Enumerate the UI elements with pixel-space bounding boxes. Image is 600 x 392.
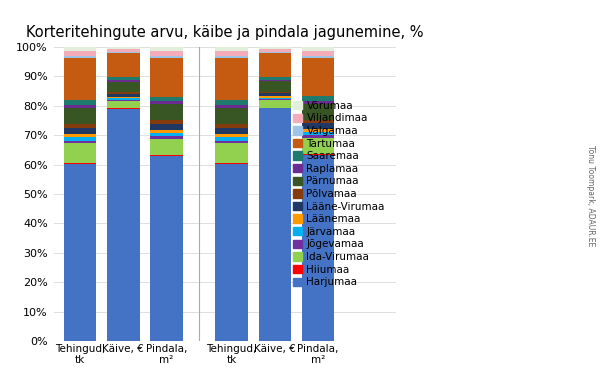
Bar: [302, 101, 334, 104]
Bar: [259, 52, 291, 53]
Bar: [215, 108, 248, 125]
Bar: [64, 47, 96, 51]
Bar: [64, 134, 96, 138]
Bar: [302, 58, 334, 96]
Bar: [107, 98, 139, 100]
Bar: [215, 138, 248, 141]
Legend: Võrumaa, Viljandimaa, Valgamaa, Tartumaa, Saaremaa, Raplamaa, Pärnumaa, Põlvamaa: Võrumaa, Viljandimaa, Valgamaa, Tartumaa…: [293, 101, 385, 287]
Bar: [302, 129, 334, 132]
Bar: [259, 53, 291, 77]
Bar: [151, 56, 183, 58]
Bar: [215, 56, 248, 58]
Bar: [107, 109, 139, 341]
Bar: [107, 52, 139, 53]
Bar: [64, 143, 96, 163]
Bar: [107, 77, 139, 80]
Bar: [259, 108, 291, 109]
Bar: [107, 80, 139, 82]
Bar: [259, 77, 291, 80]
Bar: [259, 98, 291, 99]
Bar: [259, 47, 291, 49]
Bar: [215, 47, 248, 51]
Bar: [259, 80, 291, 81]
Bar: [64, 163, 96, 341]
Bar: [215, 143, 248, 163]
Bar: [302, 123, 334, 129]
Bar: [151, 123, 183, 130]
Bar: [107, 101, 139, 109]
Bar: [259, 100, 291, 108]
Bar: [64, 100, 96, 105]
Bar: [64, 128, 96, 134]
Bar: [151, 133, 183, 136]
Bar: [64, 138, 96, 141]
Bar: [151, 155, 183, 156]
Bar: [302, 132, 334, 136]
Bar: [259, 49, 291, 52]
Bar: [64, 56, 96, 58]
Bar: [151, 47, 183, 51]
Bar: [107, 82, 139, 92]
Bar: [64, 125, 96, 128]
Bar: [151, 136, 183, 139]
Bar: [151, 139, 183, 155]
Title: Korteritehingute arvu, käibe ja pindala jagunemine, %: Korteritehingute arvu, käibe ja pindala …: [26, 25, 424, 40]
Bar: [215, 128, 248, 134]
Bar: [259, 81, 291, 92]
Bar: [107, 100, 139, 101]
Bar: [151, 105, 183, 120]
Bar: [151, 58, 183, 96]
Bar: [215, 125, 248, 128]
Bar: [259, 96, 291, 98]
Bar: [64, 105, 96, 108]
Bar: [64, 108, 96, 125]
Bar: [302, 96, 334, 101]
Bar: [151, 120, 183, 123]
Bar: [259, 93, 291, 96]
Bar: [151, 156, 183, 341]
Bar: [107, 49, 139, 52]
Bar: [215, 141, 248, 143]
Bar: [64, 51, 96, 56]
Bar: [259, 99, 291, 100]
Bar: [302, 136, 334, 138]
Bar: [107, 53, 139, 77]
Bar: [215, 58, 248, 100]
Bar: [107, 94, 139, 97]
Bar: [302, 138, 334, 154]
Bar: [215, 163, 248, 341]
Bar: [215, 100, 248, 105]
Text: Tõnu Toompark, ADAUR.EE: Tõnu Toompark, ADAUR.EE: [587, 145, 595, 247]
Bar: [302, 51, 334, 56]
Bar: [64, 141, 96, 143]
Bar: [151, 96, 183, 101]
Bar: [64, 58, 96, 100]
Bar: [107, 97, 139, 98]
Bar: [151, 101, 183, 105]
Bar: [302, 47, 334, 51]
Bar: [259, 92, 291, 93]
Bar: [107, 92, 139, 94]
Bar: [302, 104, 334, 120]
Bar: [302, 120, 334, 123]
Bar: [215, 105, 248, 108]
Bar: [151, 51, 183, 56]
Bar: [215, 51, 248, 56]
Bar: [302, 154, 334, 155]
Bar: [302, 56, 334, 58]
Bar: [259, 109, 291, 341]
Bar: [215, 134, 248, 138]
Bar: [107, 47, 139, 49]
Bar: [302, 155, 334, 341]
Bar: [151, 130, 183, 133]
